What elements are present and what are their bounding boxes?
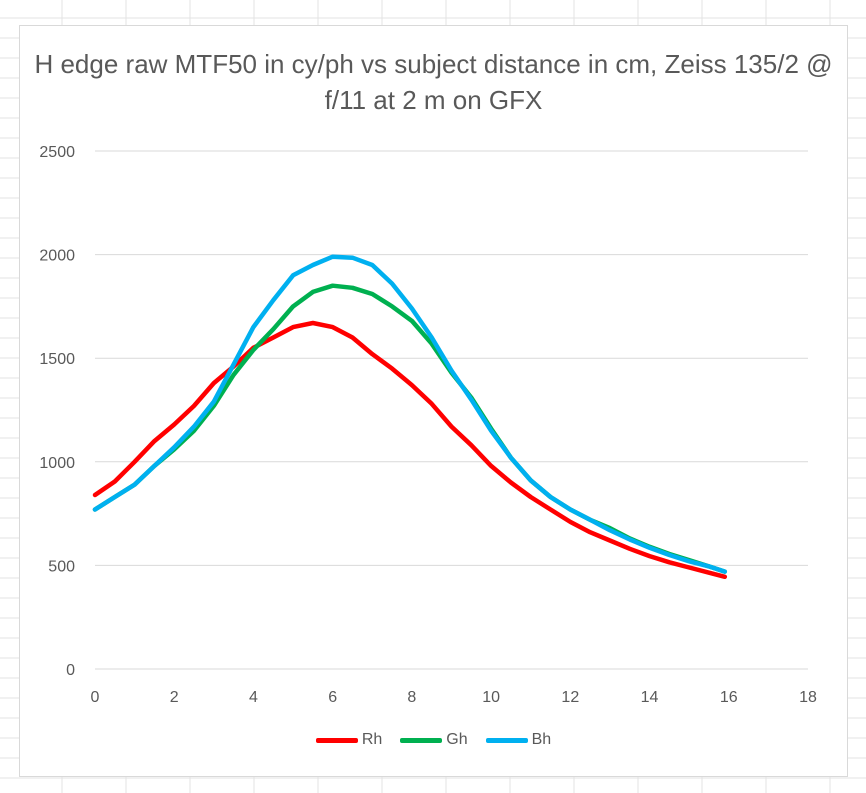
legend-item-rh: Rh xyxy=(315,731,383,749)
y-tick-label: 1000 xyxy=(39,455,75,472)
x-tick-label: 16 xyxy=(720,689,738,706)
y-tick-label: 2500 xyxy=(39,144,75,161)
legend-swatch xyxy=(315,737,358,743)
series-line-bh xyxy=(92,254,728,574)
legend-label: Bh xyxy=(531,731,552,748)
x-tick-label: 10 xyxy=(482,689,500,706)
x-tick-label: 4 xyxy=(249,689,258,706)
legend-item-gh: Gh xyxy=(400,731,468,749)
x-tick-label: 6 xyxy=(328,689,337,706)
y-tick-label: 0 xyxy=(66,662,75,679)
y-tick-label: 500 xyxy=(48,558,75,575)
legend-item-bh: Bh xyxy=(485,731,552,749)
x-tick-label: 14 xyxy=(641,689,659,706)
legend-label: Gh xyxy=(446,731,468,748)
x-tick-label: 12 xyxy=(561,689,579,706)
x-tick-label: 18 xyxy=(799,689,817,706)
y-tick-label: 1500 xyxy=(39,351,75,368)
chart-area[interactable]: H edge raw MTF50 in cy/ph vs subject dis… xyxy=(19,25,848,777)
chart-title: H edge raw MTF50 in cy/ph vs subject dis… xyxy=(34,49,833,115)
legend-label: Rh xyxy=(361,731,383,748)
legend: Rh Gh Bh xyxy=(20,731,847,749)
x-tick-label: 0 xyxy=(91,689,100,706)
x-tick-label: 8 xyxy=(407,689,416,706)
legend-swatch xyxy=(400,737,443,743)
legend-swatch xyxy=(485,737,528,743)
x-tick-label: 2 xyxy=(170,689,179,706)
plot-area: 0 500 1000 1500 2000 2500 0 2 4 6 8 10 12 14 16 18 xyxy=(39,144,817,706)
series-line-rh xyxy=(92,320,728,580)
y-tick-label: 2000 xyxy=(39,248,75,265)
